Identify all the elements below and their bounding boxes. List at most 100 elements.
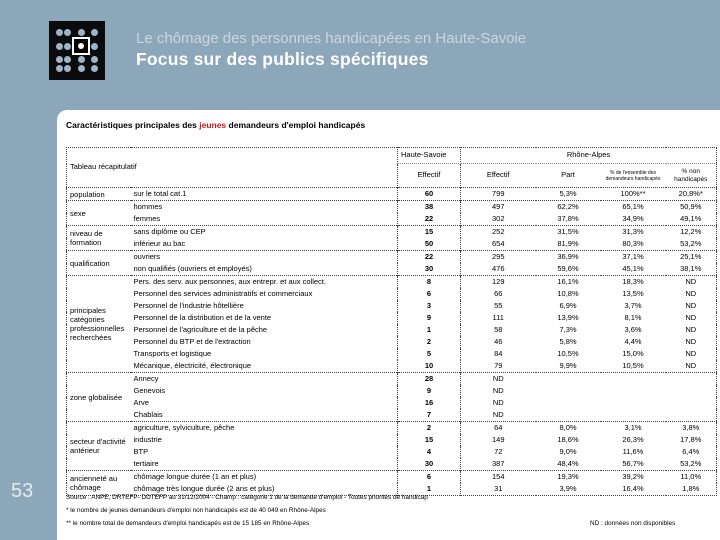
value-cell [666,397,717,409]
value-cell [665,372,717,385]
value-cell: 3,7% [624,300,642,310]
column-header-effectif-hs: Effectif [397,163,461,188]
table-row: Personnel de l'industrie hôtellière 3 55 6,… [67,300,717,312]
content-panel: Caractéristiques principales des jeunes … [57,110,720,540]
value-cell [536,385,601,397]
value-cell: 15 [397,225,461,238]
value-cell: 9,0% [559,446,577,456]
value-cell: 19,3% [535,470,601,483]
row-label-cell: non qualifiés (ouvriers et employés) [133,263,252,273]
caption-suffix: demandeurs d'emploi handicapés [226,120,366,130]
row-label-cell: Annecy [130,372,398,385]
slide-title: Le chômage des personnes handicapées en … [136,30,527,47]
value-cell: 11,6% [622,446,644,456]
value-cell: 50 [397,238,461,251]
value-cell: 84 [494,348,503,358]
value-cell: 6 [397,470,461,483]
logo-dot-icon [77,56,85,63]
value-cell: 12,2% [665,225,717,238]
value-cell: 22 [397,250,461,263]
value-cell: 15 [397,434,461,446]
value-cell: 28 [397,372,461,385]
row-label-cell: tertiaire [133,458,159,468]
row-label-cell: Personnel des services administratifs et… [133,288,313,298]
value-cell: 497 [460,200,536,213]
row-label-cell: Personnel de la distribution et de la ve… [133,312,272,322]
value-cell: 3,1% [600,421,666,434]
source-note: Source : ANPE, DRTEFP- DDTEFP au 31/12/2… [66,494,428,501]
value-cell [601,385,666,397]
value-cell: 49,1% [680,213,702,223]
logo-dot-icon [64,42,72,50]
value-cell: 60 [397,187,461,201]
value-cell: 654 [491,238,505,248]
value-cell: 81,9% [557,238,579,248]
row-label-cell: Arve [133,397,149,407]
value-cell [666,385,717,397]
row-label-cell: Mécanique, électricité, électronique [133,360,252,370]
table-row: population sur le total cat.1 60 799 5,3% 100… [66,187,717,201]
table-row: tertiaire 30 387 48,4% 56,7% 53,2% [67,458,717,471]
row-label-cell: Personnel de l'industrie hôtellière [133,300,244,310]
table-row: Personnel des services administratifs et… [67,288,717,300]
value-cell: ND [492,397,504,407]
footnote-1: * le nombre de jeunes demandeurs d'emplo… [66,507,326,514]
logo-dot-icon [55,42,63,50]
row-label-cell: Personnel de l'agriculture et de la pêch… [133,324,268,334]
value-cell: 2 [397,336,461,348]
value-cell: 25,1% [665,250,717,263]
value-cell: 80,3% [622,238,644,248]
value-cell: 31,3% [600,225,666,238]
slide-header: Le chômage des personnes handicapées en … [136,30,526,70]
row-label-cell: sans diplôme ou CEP [130,225,398,238]
value-cell: 100%** [600,187,666,201]
table-header: Tableau récapitulatif Haute-Savoie Rhône… [67,147,717,188]
logo-dot-icon [91,29,99,36]
value-cell: 799 [460,187,536,201]
table-row: Personnel de la distribution et de la ve… [67,312,717,324]
value-cell: 6,9% [559,300,577,310]
table-row: non qualifiés (ouvriers et employés) 30 47… [67,263,717,276]
table-row: industrie 15 149 18,6% 26,3% 17,8% [67,434,717,446]
column-header-pct-ensemble: % de l'ensemble des demandeurs handicapé… [605,169,661,182]
value-cell: 53,2% [680,238,702,248]
page-number: 53 [11,480,34,502]
group-header-haute-savoie: Haute-Savoie [397,147,461,164]
row-label-cell: BTP [133,446,149,456]
value-cell: 22 [397,213,461,226]
category-cell: sexe [66,200,131,226]
logo-dot-icon [77,29,85,36]
dot-grid-logo-icon [49,21,105,80]
table-body: population sur le total cat.1 60 799 5,3% 100… [66,187,717,496]
value-cell: 65,1% [600,200,666,213]
value-cell: 30 [397,263,461,276]
value-cell: 302 [491,213,505,223]
value-cell: 5,8% [559,336,577,346]
category-cell: population [66,187,131,201]
table-caption: Caractéristiques principales des jeunes … [66,120,365,130]
value-cell: ND [685,288,697,298]
value-cell: 10,5% [557,348,579,358]
value-cell: 13,9% [557,312,579,322]
value-cell: 16,4% [622,483,644,493]
row-label-cell: chômage très longue durée (2 ans et plus… [133,483,275,493]
value-cell: 10,5% [622,360,644,370]
value-cell [535,372,601,385]
value-cell [601,397,666,409]
value-cell: 34,9% [622,213,644,223]
value-cell [600,372,666,385]
value-cell: 111 [492,312,504,322]
value-cell: 387 [491,458,505,468]
category-cell: principales catégories professionnelles … [66,275,131,373]
table-row: femmes 22 302 37,8% 34,9% 49,1% [67,213,717,226]
value-cell: 11,0% [665,470,717,483]
value-cell: 3,9% [559,483,577,493]
value-cell: 16 [397,397,461,409]
row-label-cell: sur le total cat.1 [130,187,398,201]
row-label-cell: ouvriers [130,250,398,263]
value-cell: 3,8% [665,421,717,434]
logo-dot-icon [55,29,63,36]
value-cell: 18,6% [557,434,579,444]
value-cell: ND [685,348,697,358]
logo-dot-icon [64,65,72,72]
